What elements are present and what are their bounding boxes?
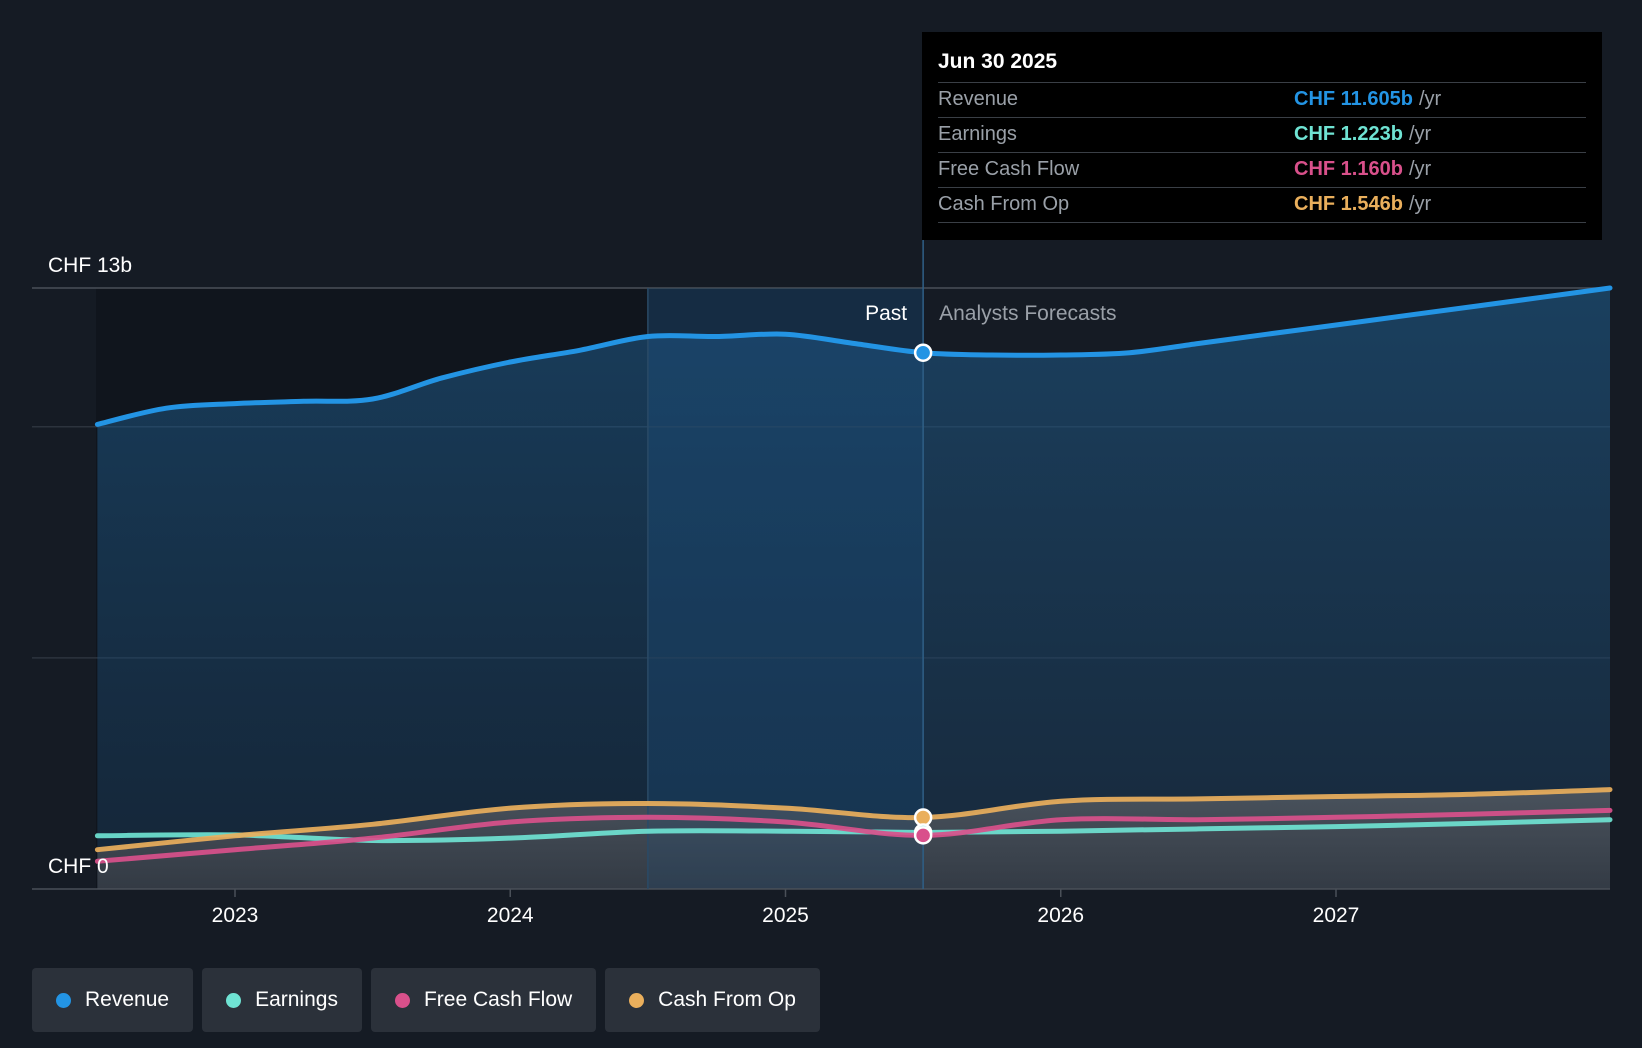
tooltip-value: CHF 11.605b (1294, 88, 1413, 110)
highlight-tint (647, 288, 924, 889)
legend-label: Revenue (85, 988, 170, 1011)
tooltip-row-revenue: Revenue CHF 11.605b/yr (938, 82, 1586, 117)
legend-item-free-cash-flow[interactable]: Free Cash Flow (370, 968, 597, 1032)
tooltip-row-earnings: Earnings CHF 1.223b/yr (938, 117, 1586, 152)
tooltip-value: CHF 1.546b (1294, 193, 1403, 215)
revenue-line (94, 285, 1613, 427)
legend-item-cash-from-op[interactable]: Cash From Op (605, 968, 820, 1032)
legend-dot-icon (56, 992, 71, 1008)
free-cash-flow-marker (913, 826, 933, 845)
tooltip-unit: /yr (1408, 193, 1432, 215)
x-tick-label: 2024 (487, 904, 534, 927)
past-label: Past (865, 302, 907, 325)
legend-item-earnings[interactable]: Earnings (202, 968, 362, 1032)
revenue-marker (913, 343, 933, 362)
legend-label: Earnings (255, 988, 338, 1011)
cash-from-op-marker (913, 808, 933, 827)
revenue-area (97, 288, 1610, 889)
legend: Revenue Earnings Free Cash Flow Cash Fro… (32, 968, 820, 1032)
x-tick-label: 2026 (1037, 904, 1084, 927)
tooltip-label: Cash From Op (938, 193, 1070, 215)
tooltip-unit: /yr (1408, 123, 1432, 145)
tooltip-label: Revenue (938, 88, 1019, 110)
y-axis-bottom-label: CHF 0 (48, 855, 109, 878)
tooltip-row-cash-from-op: Cash From Op CHF 1.546b/yr (938, 187, 1586, 223)
tooltip-label: Free Cash Flow (938, 158, 1080, 180)
legend-dot-icon (394, 992, 410, 1008)
tooltip-panel: Jun 30 2025 Revenue CHF 11.605b/yr Earni… (922, 32, 1602, 240)
legend-label: Cash From Op (658, 988, 796, 1011)
tooltip-row-free-cash-flow: Free Cash Flow CHF 1.160b/yr (938, 152, 1586, 187)
tooltip-value: CHF 1.223b (1294, 123, 1403, 145)
tooltip-unit: /yr (1408, 158, 1432, 180)
x-tick-label: 2027 (1313, 904, 1360, 927)
legend-dot-icon (226, 992, 242, 1008)
forecast-label: Analysts Forecasts (939, 302, 1116, 325)
cash-from-op-line (94, 787, 1613, 853)
x-tick-label: 2023 (212, 904, 259, 927)
legend-item-revenue[interactable]: Revenue (32, 968, 194, 1032)
legend-dot-icon (629, 992, 645, 1008)
cashflow-area (97, 789, 1610, 889)
tooltip-value: CHF 1.160b (1294, 158, 1403, 180)
free-cash-flow-line (94, 807, 1613, 864)
x-tick-label: 2025 (762, 904, 809, 927)
legend-label: Free Cash Flow (423, 988, 573, 1011)
y-axis-top-label: CHF 13b (48, 254, 132, 277)
tooltip-date: Jun 30 2025 (938, 50, 1058, 73)
tooltip-label: Earnings (938, 123, 1017, 145)
tooltip-unit: /yr (1418, 88, 1442, 110)
